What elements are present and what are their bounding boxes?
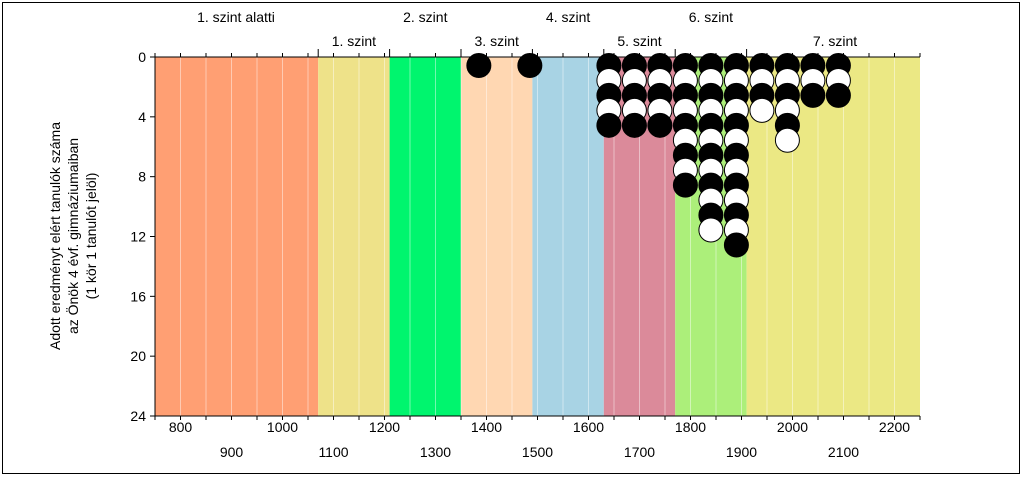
x-tick-label: 1400 (471, 419, 502, 435)
axes: 0 4 8 12 16 20 24 800 1000 1200 1400 1600 1800 2000 22… (130, 49, 921, 460)
y-tick-label: 20 (130, 348, 146, 364)
student-circle (698, 217, 724, 243)
level-label-5: 4. szint (546, 9, 590, 25)
band-2 (318, 57, 390, 416)
student-circle (466, 52, 492, 78)
student-circle (774, 127, 800, 153)
y-tick-label: 0 (138, 49, 146, 65)
level-label-8: 7. szint (813, 33, 857, 49)
y-tick-label: 24 (130, 408, 146, 424)
level-label-1: 1. szint alatti (197, 9, 275, 25)
y-axis-label-line: (1 kör 1 tanulót jelöl) (83, 173, 99, 300)
x-tick-label: 1100 (318, 444, 348, 460)
x-tick-label: 1300 (420, 444, 451, 460)
band-8 (746, 57, 920, 416)
level-label-7: 6. szint (689, 9, 733, 25)
level-label-6: 5. szint (617, 33, 661, 49)
band-4 (461, 57, 533, 416)
level-label-2: 1. szint (332, 33, 376, 49)
level-label-4: 3. szint (475, 33, 519, 49)
x-tick-label: 1800 (675, 419, 706, 435)
student-circle (723, 232, 749, 258)
band-5 (532, 57, 604, 416)
x-tick-label: 1700 (624, 444, 655, 460)
y-axis-label: Adott eredményt elért tanulók száma az Ön… (47, 122, 99, 350)
x-tick-label: 1900 (726, 444, 757, 460)
band-3 (389, 57, 461, 416)
level-label-3: 2. szint (403, 9, 447, 25)
x-tick-label: 1000 (267, 419, 298, 435)
x-tick-label: 1200 (369, 419, 400, 435)
x-tick-label: 1600 (573, 419, 604, 435)
student-circle (621, 112, 647, 138)
x-tick-label: 2100 (828, 444, 859, 460)
x-tick-label: 2000 (777, 419, 808, 435)
x-tick-label: 2200 (879, 419, 910, 435)
student-circle (596, 112, 622, 138)
student-circle (825, 82, 851, 108)
student-circle (672, 172, 698, 198)
x-tick-label: 900 (220, 444, 244, 460)
student-circle (647, 112, 673, 138)
level-labels: 1. szint alatti 1. szint 2. szint 3. szint 4… (197, 9, 857, 49)
x-tick-label: 1500 (522, 444, 553, 460)
y-tick-label: 4 (138, 109, 146, 125)
y-axis-label-line: az Önök 4 évf. gimnáziumaiban (64, 138, 81, 334)
y-tick-label: 12 (130, 229, 146, 245)
student-circles (466, 52, 851, 258)
student-circle (800, 82, 826, 108)
x-tick-label: 800 (169, 419, 193, 435)
student-circle (517, 52, 543, 78)
y-axis-label-line: Adott eredményt elért tanulók száma (47, 122, 63, 350)
band-1 (155, 57, 319, 416)
student-circle (749, 97, 775, 123)
y-tick-label: 8 (138, 169, 146, 185)
y-tick-label: 16 (130, 288, 146, 304)
y-axis-label-group: Adott eredményt elért tanulók száma az Ön… (47, 122, 99, 350)
